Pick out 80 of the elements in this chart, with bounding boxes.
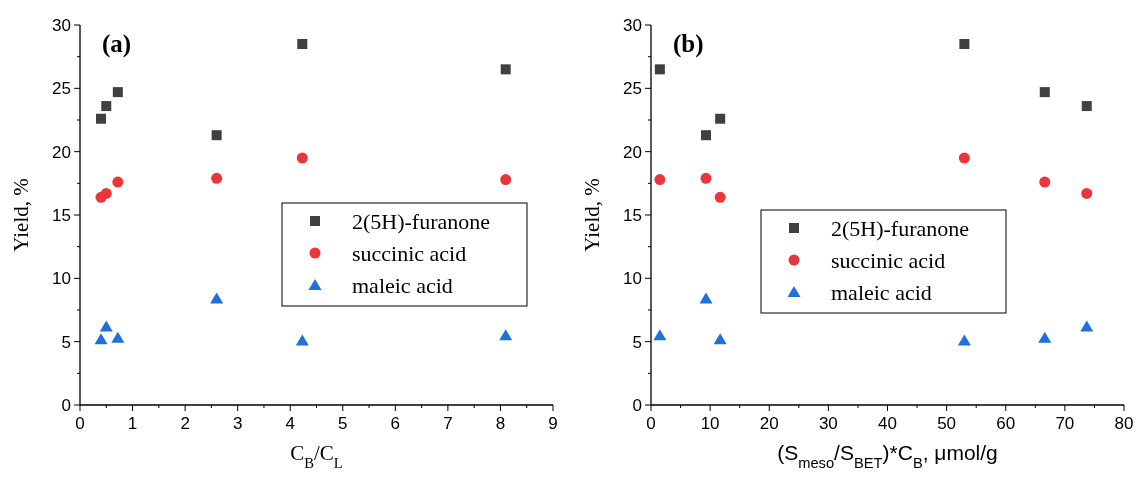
- point: [958, 152, 970, 164]
- legend-label: maleic acid: [831, 280, 932, 305]
- y-tick-label: 0: [632, 396, 642, 415]
- point: [112, 87, 123, 98]
- y-tick-label: 10: [52, 269, 71, 289]
- point: [715, 113, 726, 124]
- y-tick-label: 25: [52, 79, 71, 99]
- point: [713, 333, 727, 345]
- x-tick-label: 1: [127, 414, 138, 433]
- x-tick-label: 0: [75, 414, 85, 433]
- y-tick-label: 5: [61, 332, 71, 352]
- point: [699, 292, 713, 304]
- x-tick-label: 30: [818, 414, 838, 433]
- y-tick-label: 15: [52, 206, 71, 225]
- y-tick-label: 30: [623, 16, 642, 35]
- point: [500, 174, 512, 186]
- legend-label: succinic acid: [831, 248, 946, 273]
- y-tick-label: 5: [632, 332, 642, 352]
- point: [111, 331, 125, 343]
- point: [94, 333, 108, 345]
- point: [1038, 331, 1052, 343]
- point: [211, 172, 223, 184]
- point: [99, 320, 113, 332]
- point: [96, 113, 107, 124]
- y-axis-title: Yield, %: [9, 178, 33, 252]
- point: [957, 334, 971, 346]
- legend-label: maleic acid: [352, 273, 453, 298]
- point: [714, 191, 726, 203]
- x-tick-label: 4: [285, 414, 295, 433]
- x-tick-label: 20: [759, 414, 779, 433]
- y-tick-label: 20: [52, 142, 71, 162]
- y-tick-label: 15: [623, 206, 642, 225]
- x-tick-label: 9: [548, 414, 558, 433]
- point: [653, 329, 667, 341]
- point: [654, 64, 665, 75]
- legend-label: succinic acid: [352, 241, 467, 266]
- annotation: (b): [673, 30, 704, 58]
- legend-label: 2(5H)-furanone: [352, 209, 491, 234]
- point: [959, 39, 970, 49]
- point: [210, 292, 224, 304]
- x-tick-label: 40: [878, 414, 897, 433]
- x-tick-label: 50: [937, 414, 957, 433]
- point: [101, 101, 112, 112]
- y-tick-label: 10: [623, 269, 642, 289]
- x-tick-label: 6: [390, 414, 401, 433]
- point: [100, 187, 112, 199]
- point: [499, 329, 513, 341]
- y-tick-label: 25: [623, 79, 642, 99]
- y-tick-label: 20: [623, 142, 642, 162]
- annotation: (a): [102, 30, 132, 58]
- x-tick-label: 0: [646, 414, 656, 433]
- point: [1039, 87, 1050, 98]
- point: [211, 130, 222, 141]
- point: [1081, 101, 1092, 112]
- point: [654, 174, 666, 186]
- point: [296, 152, 308, 164]
- x-tick-label: 60: [996, 414, 1016, 433]
- point: [500, 64, 511, 75]
- x-tick-label: 10: [700, 414, 720, 433]
- x-tick-label: 2: [180, 414, 190, 433]
- point: [297, 39, 308, 49]
- y-tick-label: 0: [61, 396, 71, 415]
- point: [1081, 187, 1093, 199]
- x-tick-label: 70: [1055, 414, 1075, 433]
- x-tick-label: 7: [443, 414, 453, 433]
- y-axis-title: Yield, %: [580, 178, 604, 252]
- point: [295, 334, 309, 346]
- x-tick-label: 8: [495, 414, 506, 433]
- x-tick-label: 5: [338, 414, 348, 433]
- x-tick-label: 3: [232, 414, 243, 433]
- legend-label: 2(5H)-furanone: [831, 216, 970, 241]
- point: [1080, 320, 1094, 332]
- point: [112, 176, 124, 188]
- point: [700, 172, 712, 184]
- point: [700, 130, 711, 141]
- x-axis-title: C$_{B}$/C$_{L}$: [290, 441, 343, 471]
- x-tick-label: 80: [1114, 414, 1134, 433]
- x-axis-title: (S$_{meso}$/S$_{BET}$)*C$_{B}$, μmol/g: [777, 441, 998, 471]
- y-tick-label: 30: [52, 16, 71, 35]
- point: [1039, 176, 1051, 188]
